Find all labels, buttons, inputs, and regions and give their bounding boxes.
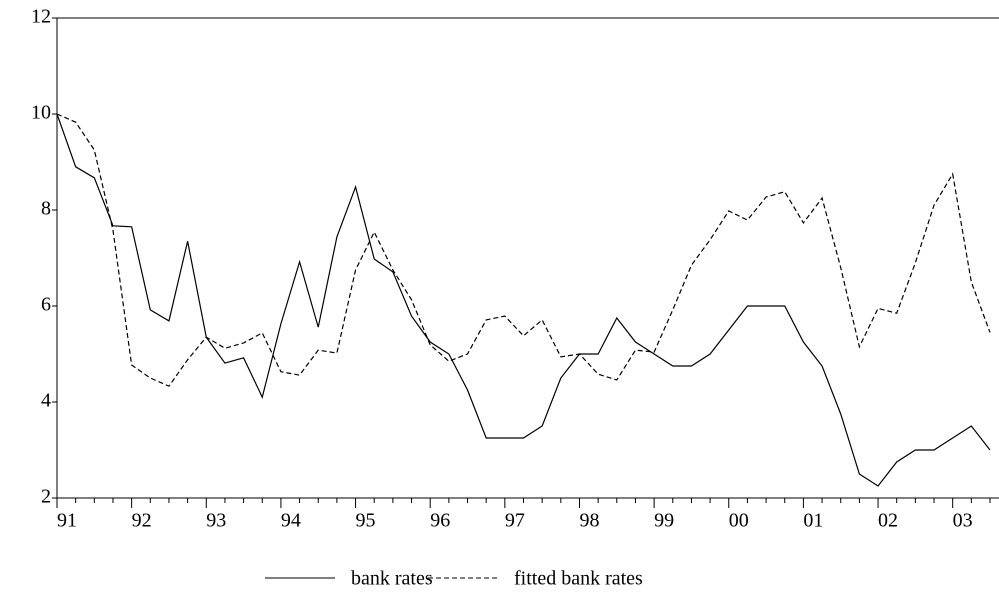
x-tick-label: 98 (579, 510, 599, 532)
x-tick-label: 92 (132, 510, 152, 532)
legend-label: fitted bank rates (514, 568, 643, 590)
y-tick-label: 2 (41, 486, 51, 508)
y-tick-label: 12 (31, 6, 51, 28)
y-tick-label: 6 (41, 294, 51, 316)
x-tick-label: 96 (430, 510, 450, 532)
x-tick-label: 00 (729, 510, 749, 532)
series-line (56, 113, 991, 487)
x-tick-label: 95 (356, 510, 376, 532)
x-tick-label: 94 (281, 510, 301, 532)
y-tick-label: 8 (41, 198, 51, 220)
x-tick-label: 02 (878, 510, 898, 532)
x-tick-label: 01 (803, 510, 823, 532)
x-tick-label: 91 (57, 510, 77, 532)
x-tick-label: 93 (206, 510, 226, 532)
x-tick-label: 97 (505, 510, 525, 532)
y-tick-label: 10 (31, 102, 51, 124)
y-tick-label: 4 (41, 390, 51, 412)
x-tick-label: 99 (654, 510, 674, 532)
series-line (56, 113, 991, 387)
legend-label: bank rates (351, 568, 433, 590)
x-tick-label: 03 (953, 510, 973, 532)
